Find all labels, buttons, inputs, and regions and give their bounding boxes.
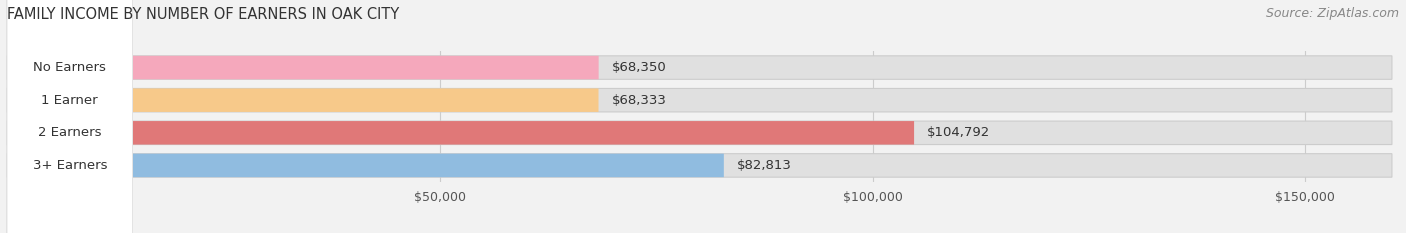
Text: $68,333: $68,333 [612, 94, 666, 107]
FancyBboxPatch shape [7, 154, 1392, 177]
Text: No Earners: No Earners [34, 61, 107, 74]
FancyBboxPatch shape [7, 56, 599, 79]
Text: Source: ZipAtlas.com: Source: ZipAtlas.com [1265, 7, 1399, 20]
FancyBboxPatch shape [7, 0, 132, 233]
FancyBboxPatch shape [7, 0, 132, 233]
FancyBboxPatch shape [7, 121, 1392, 144]
Text: $82,813: $82,813 [737, 159, 792, 172]
FancyBboxPatch shape [7, 0, 132, 233]
FancyBboxPatch shape [7, 89, 1392, 112]
FancyBboxPatch shape [7, 89, 599, 112]
Text: 2 Earners: 2 Earners [38, 126, 101, 139]
Text: 3+ Earners: 3+ Earners [32, 159, 107, 172]
Text: $104,792: $104,792 [927, 126, 990, 139]
Text: 1 Earner: 1 Earner [41, 94, 98, 107]
Text: FAMILY INCOME BY NUMBER OF EARNERS IN OAK CITY: FAMILY INCOME BY NUMBER OF EARNERS IN OA… [7, 7, 399, 22]
FancyBboxPatch shape [7, 56, 1392, 79]
FancyBboxPatch shape [7, 154, 724, 177]
FancyBboxPatch shape [7, 0, 132, 233]
FancyBboxPatch shape [7, 121, 914, 144]
Text: $68,350: $68,350 [612, 61, 666, 74]
